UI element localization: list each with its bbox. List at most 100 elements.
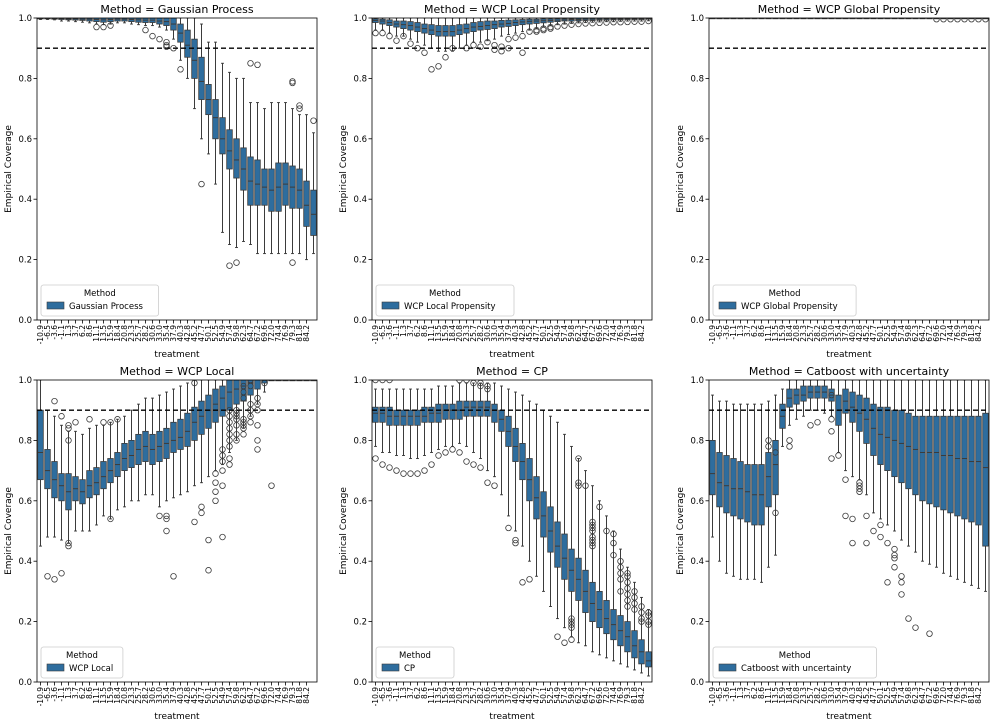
- x-tick-label: 69.6: [260, 325, 269, 342]
- box-47.7: [877, 406, 884, 465]
- box-20.8: [800, 385, 807, 402]
- x-tick-label: 52.5: [546, 325, 555, 342]
- x-tick-label: 72.0: [267, 325, 276, 342]
- x-tick-label: 59.8: [904, 325, 913, 342]
- axes-frame: [36, 379, 318, 683]
- x-tick-label: 62.3: [911, 325, 920, 342]
- x-tick-label: 33.0: [155, 687, 164, 704]
- x-tick-label: -3.6: [385, 687, 394, 702]
- outlier-point: [624, 573, 631, 580]
- outlier-point: [568, 618, 575, 625]
- x-tick-label: 76.9: [616, 325, 625, 342]
- outlier-point: [870, 527, 877, 535]
- outlier-point: [891, 551, 898, 559]
- plot-area: [37, 18, 317, 269]
- box-37.9: [177, 418, 184, 450]
- x-tick-label: 72.0: [939, 325, 948, 342]
- outlier-point: [386, 32, 393, 40]
- box-8.6: [93, 467, 100, 496]
- box-42.8: [191, 406, 198, 441]
- outlier-point: [828, 416, 835, 423]
- legend-title: Method: [779, 651, 811, 661]
- y-tick-label: 1.0: [18, 376, 32, 386]
- outlier-point: [233, 437, 240, 444]
- outlier-point: [645, 618, 652, 625]
- x-tick-label: 20.8: [792, 687, 801, 704]
- box-30.6: [491, 403, 498, 423]
- outlier-point: [470, 41, 477, 49]
- outlier-point: [86, 416, 93, 423]
- outlier-point: [393, 37, 400, 44]
- x-tick-label: 67.2: [588, 687, 597, 704]
- box-54.9: [226, 380, 233, 411]
- x-tick-label: 42.8: [183, 325, 192, 342]
- outlier-point: [856, 482, 863, 489]
- outlier-point: [484, 38, 491, 46]
- x-tick-label: 84.2: [637, 325, 646, 342]
- x-tick-label: 52.5: [546, 687, 555, 704]
- box-69.6: [940, 415, 947, 511]
- outlier-point: [631, 594, 638, 601]
- outlier-point: [947, 18, 954, 23]
- x-axis-label: treatment: [826, 350, 872, 360]
- outlier-point: [233, 410, 240, 417]
- box-25.7: [477, 21, 484, 31]
- outlier-point: [219, 467, 226, 474]
- x-tick-label: 25.7: [134, 687, 143, 704]
- x-tick-label: 37.9: [841, 687, 850, 704]
- x-tick-label: 11.1: [427, 687, 436, 704]
- x-tick-label: 62.3: [911, 687, 920, 704]
- x-tick-label: 40.3: [511, 687, 520, 704]
- outlier-point: [44, 573, 51, 580]
- outlier-point: [624, 579, 631, 586]
- x-tick-label: -10.9: [708, 687, 717, 707]
- outlier-point: [477, 464, 484, 471]
- box-37.9: [512, 427, 519, 462]
- y-axis-label: Empirical Coverage: [676, 487, 686, 575]
- outlier-point: [240, 388, 247, 396]
- subplot-title: Method = CP: [476, 365, 548, 378]
- legend-swatch: [718, 663, 737, 672]
- box-81.8: [303, 180, 310, 227]
- box--8.5: [379, 18, 386, 25]
- outlier-point: [631, 606, 638, 613]
- y-tick-label: 0.0: [690, 678, 704, 688]
- outlier-point: [100, 419, 107, 426]
- x-tick-label: 25.7: [469, 687, 478, 704]
- x-axis-label: treatment: [489, 712, 535, 722]
- x-tick-label: 25.7: [469, 325, 478, 342]
- axes-frame: [36, 17, 318, 321]
- outlier-point: [107, 419, 114, 426]
- subplot-6: Method = Catboost with uncertainty 0.0 0.2…: [676, 365, 990, 722]
- outlier-point: [638, 609, 645, 616]
- box-47.7: [205, 394, 212, 429]
- x-tick-label: 74.4: [274, 687, 283, 704]
- outlier-point: [470, 461, 477, 468]
- x-tick-label: 81.8: [295, 325, 304, 342]
- plot-area: [37, 380, 317, 583]
- outlier-point: [247, 400, 254, 408]
- outlier-point: [226, 431, 233, 438]
- outlier-point: [898, 573, 905, 580]
- outlier-point: [463, 458, 470, 465]
- x-tick-label: 13.5: [99, 325, 108, 342]
- outlier-point: [582, 482, 589, 489]
- outlier-point: [975, 18, 982, 23]
- outlier-point: [512, 539, 519, 547]
- subplot-title: Method = WCP Global Propensity: [758, 3, 941, 16]
- outlier-point: [310, 117, 317, 124]
- x-tick-label: 15.9: [441, 687, 450, 704]
- box-54.9: [226, 129, 233, 170]
- legend-swatch: [381, 663, 400, 672]
- x-tick-label: -10.9: [371, 687, 380, 707]
- outlier-point: [828, 428, 835, 435]
- x-tick-label: 35.4: [834, 325, 843, 342]
- x-tick-label: -1.1: [392, 325, 401, 340]
- outlier-point: [568, 21, 575, 28]
- box--1.1: [400, 409, 407, 426]
- legend-title: Method: [399, 651, 431, 661]
- x-tick-label: 59.8: [567, 325, 576, 342]
- x-tick-label: 8.6: [85, 325, 94, 337]
- x-tick-label: 81.8: [630, 687, 639, 704]
- outlier-point: [400, 32, 407, 40]
